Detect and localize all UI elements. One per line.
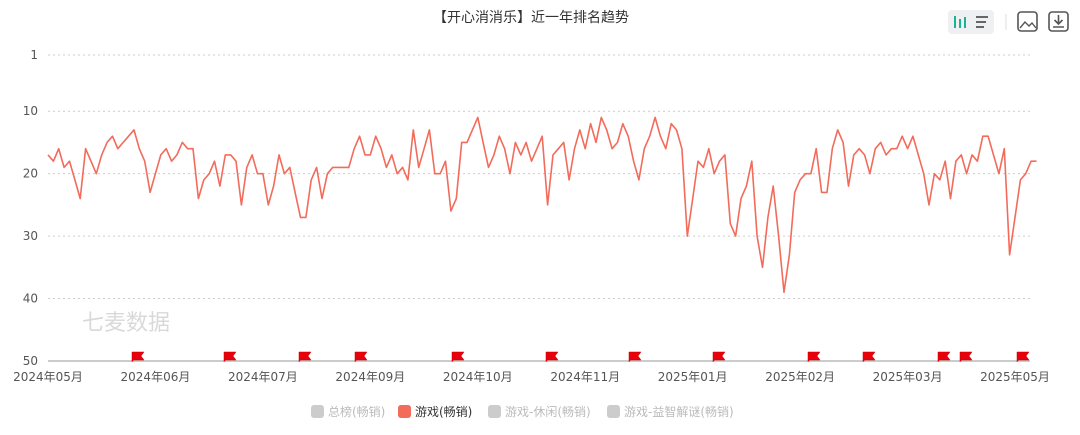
legend-label: 游戏-益智解谜(畅销) <box>624 404 734 419</box>
x-tick-label: 2024年11月 <box>550 370 620 384</box>
x-tick-label: 2024年10月 <box>443 370 513 384</box>
image-button[interactable] <box>1017 11 1038 32</box>
event-flag <box>712 351 726 362</box>
x-tick-label: 2025年02月 <box>765 370 835 384</box>
event-flag <box>354 351 368 362</box>
event-flag <box>959 351 973 362</box>
legend-swatch <box>488 405 501 418</box>
y-tick-label: 50 <box>23 354 38 368</box>
legend-item[interactable]: 游戏(畅销) <box>398 405 472 419</box>
event-flag <box>1016 351 1030 362</box>
legend-label: 游戏-休闲(畅销) <box>505 405 591 419</box>
event-flag <box>862 351 876 362</box>
watermark: 七麦数据 <box>82 311 170 336</box>
y-tick-label: 1 <box>30 48 38 62</box>
event-flag <box>807 351 821 362</box>
x-tick-label: 2024年06月 <box>121 370 191 384</box>
event-flag <box>298 351 312 362</box>
legend-label: 总榜(畅销) <box>328 404 385 419</box>
legend-item[interactable]: 游戏-休闲(畅销) <box>488 405 591 419</box>
legend-item[interactable]: 总榜(畅销) <box>311 404 385 419</box>
series-line <box>47 116 1037 294</box>
event-flag <box>628 351 642 362</box>
x-tick-label: 2024年07月 <box>228 370 298 384</box>
y-tick-label: 10 <box>23 104 38 118</box>
x-tick-label: 2025年05月 <box>980 370 1050 384</box>
legend-label: 游戏(畅销) <box>415 405 472 419</box>
legend-swatch <box>398 405 411 418</box>
x-tick-label: 2024年05月 <box>13 370 83 384</box>
legend-swatch <box>311 405 324 418</box>
y-tick-label: 20 <box>23 167 38 181</box>
x-tick-label: 2025年01月 <box>658 370 728 384</box>
event-flag <box>545 351 559 362</box>
y-tick-label: 40 <box>23 292 38 306</box>
legend-swatch <box>607 405 620 418</box>
x-tick-label: 2024年09月 <box>335 370 405 384</box>
y-tick-label: 30 <box>23 229 38 243</box>
x-tick-label: 2025年03月 <box>873 370 943 384</box>
event-flag <box>937 351 951 362</box>
chart-title: 【开心消消乐】近一年排名趋势 <box>433 10 629 26</box>
toolbar <box>948 10 1069 34</box>
event-flag <box>451 351 465 362</box>
download-button[interactable] <box>1048 11 1069 32</box>
event-flag <box>131 351 145 362</box>
event-flag <box>223 351 237 362</box>
legend-item[interactable]: 游戏-益智解谜(畅销) <box>607 404 734 419</box>
